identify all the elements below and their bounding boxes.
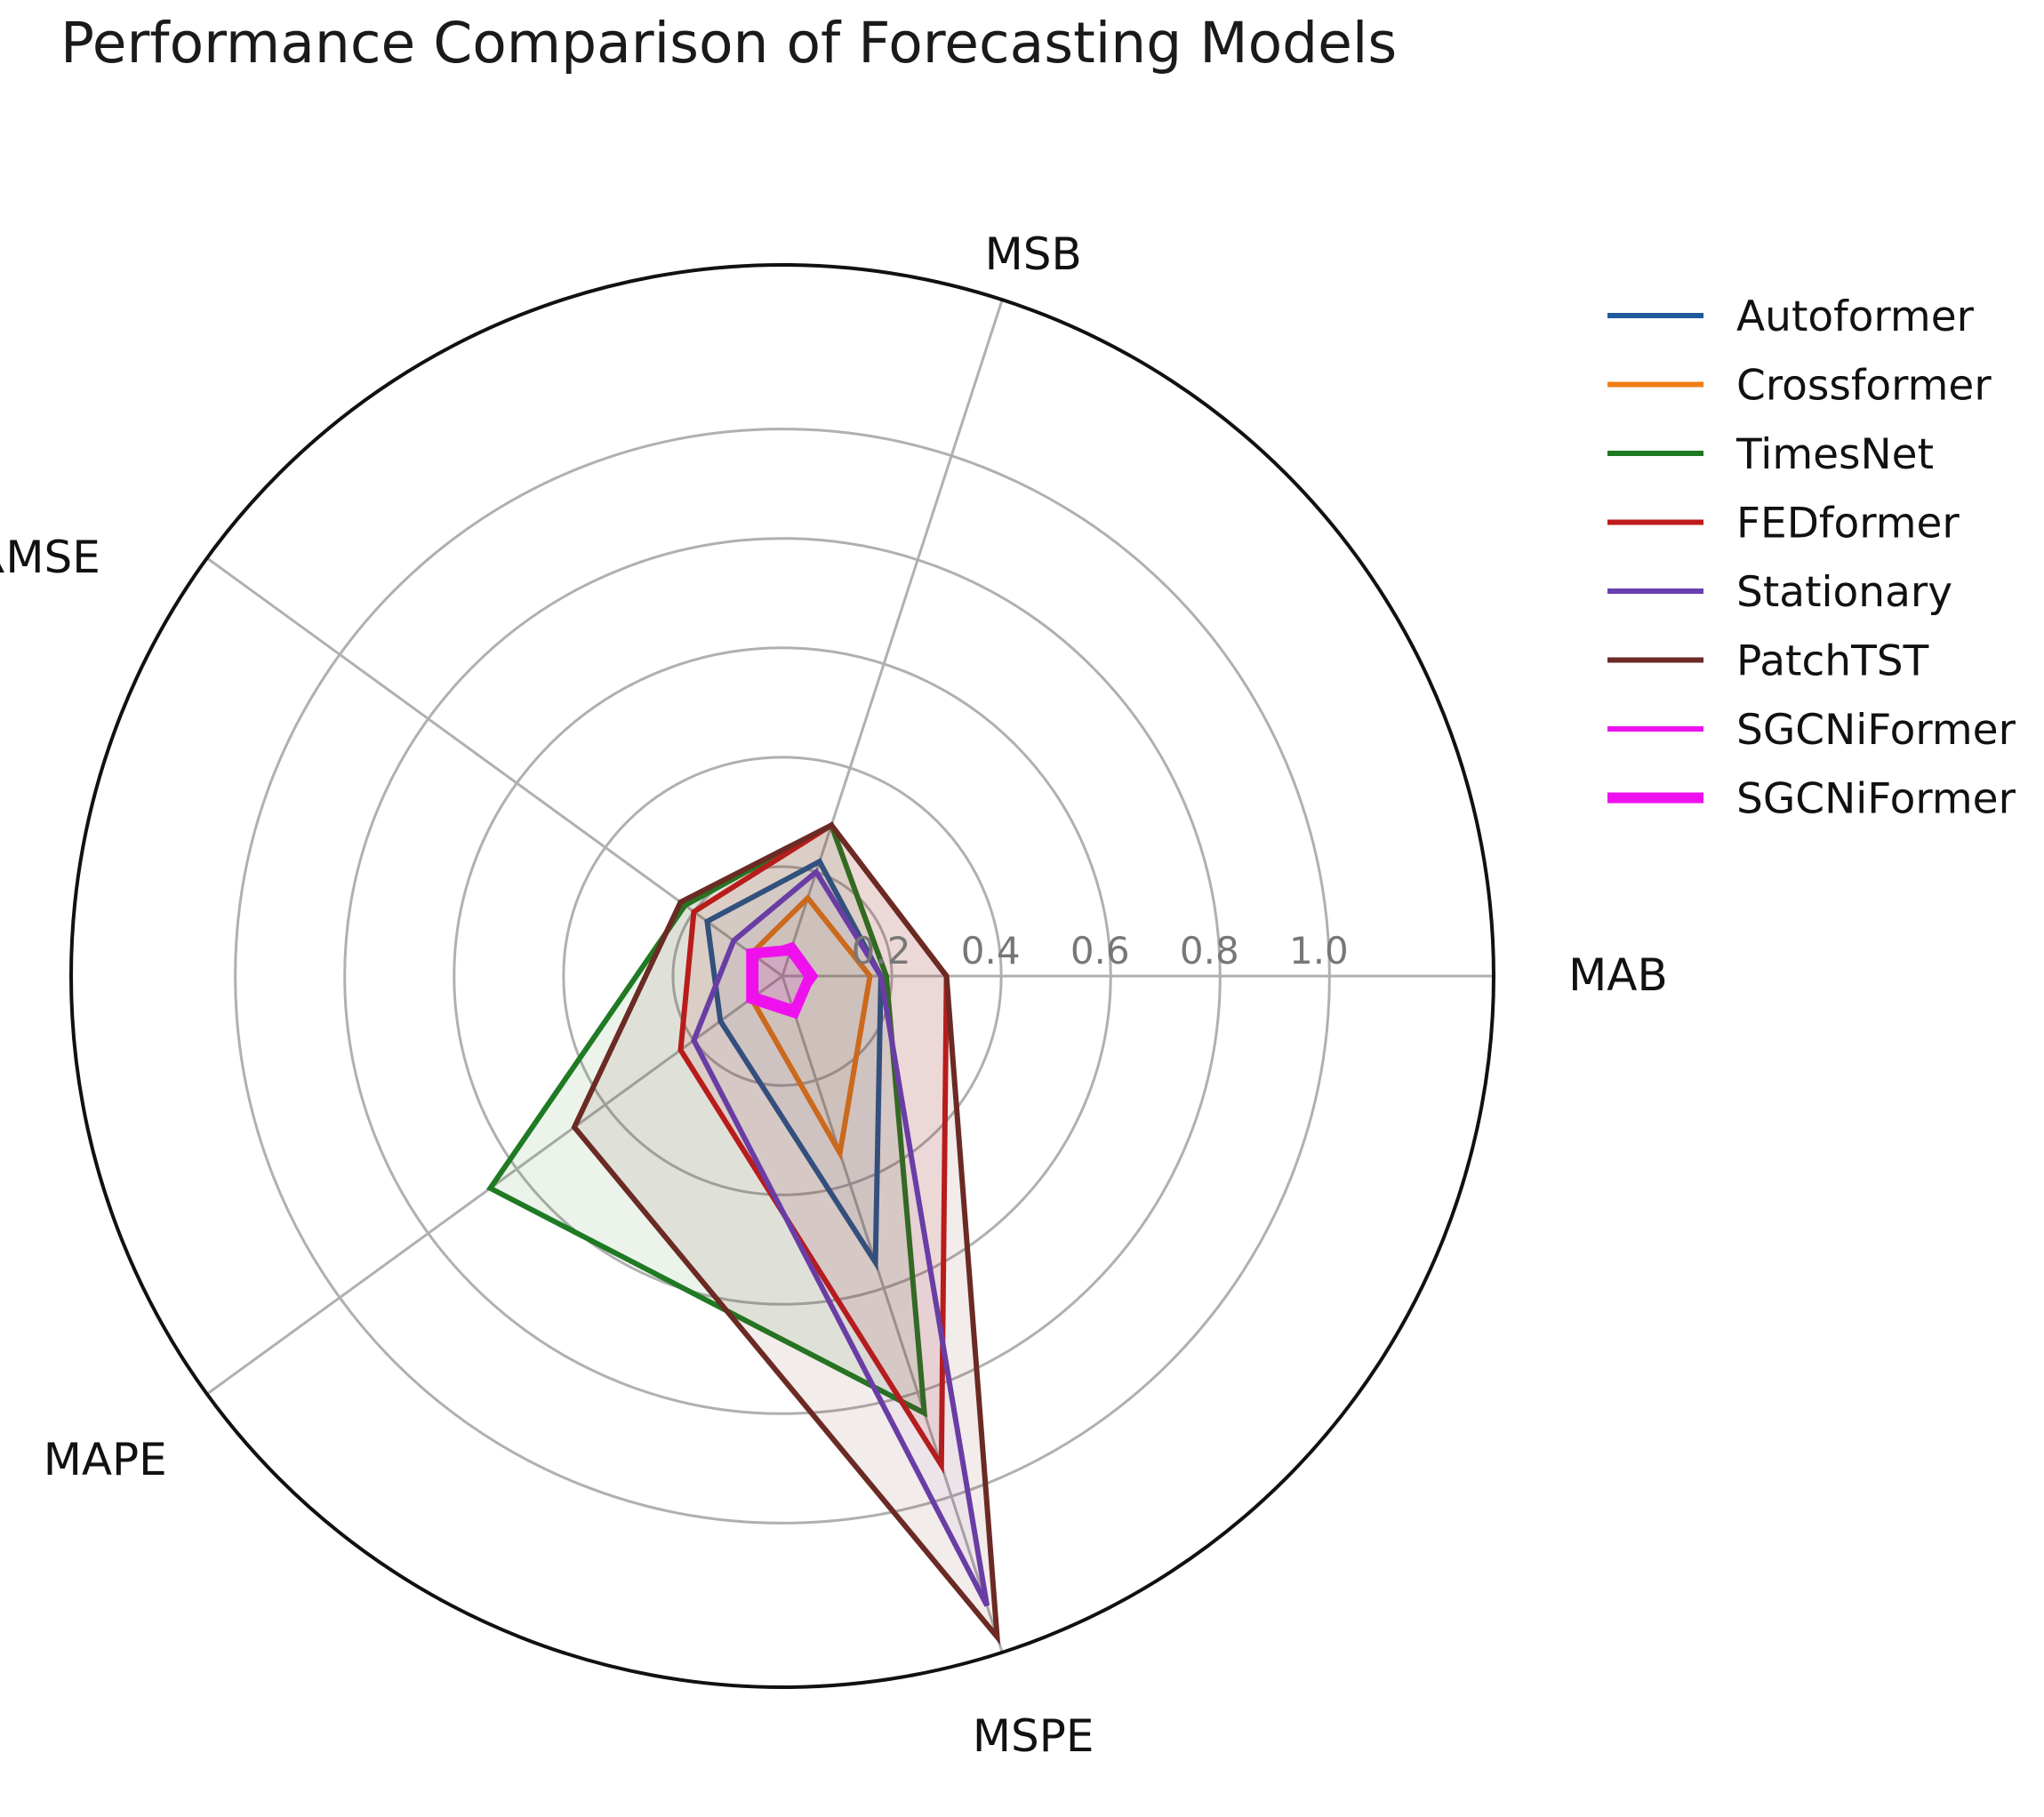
tick-label: 0.2 (852, 929, 911, 973)
legend-label: SGCNiFormer (1736, 706, 2016, 755)
tick-label: 0.4 (961, 929, 1021, 973)
spoke-mspe (781, 975, 1004, 1653)
legend-label: Crossformer (1736, 362, 1992, 411)
tick-label: 0.8 (1180, 929, 1239, 973)
legend-label: SGCNiFormer (1736, 775, 2016, 824)
axis-label-rmse: RMSE (0, 532, 100, 583)
series-stationary-5 (691, 868, 990, 1607)
legend: Autoformer Crossformer TimesNet FEDformer St… (1607, 292, 2016, 824)
legend-label: PatchTST (1736, 637, 1929, 686)
series-sgcniformer-8 (746, 944, 816, 1020)
axis-label-mape: MAPE (44, 1434, 167, 1485)
axis-label-msb: MSB (985, 228, 1082, 280)
legend-label: TimesNet (1735, 430, 1934, 479)
chart-title: Performance Comparison of Forecasting Mo… (60, 11, 1398, 76)
axis-label-mspe: MSPE (973, 1710, 1094, 1762)
outer-frame (69, 263, 1495, 1689)
tick-label: 0.6 (1070, 929, 1130, 973)
legend-label: FEDformer (1736, 500, 1960, 548)
legend-label: Autoformer (1736, 292, 1975, 341)
tick-label: 1.0 (1289, 929, 1349, 973)
axis-labels: MAB MSB RMSE MAPE MSPE (0, 228, 1668, 1762)
axis-label-mab: MAB (1568, 949, 1668, 1001)
radial-ticks: 0.2 0.4 0.6 0.8 1.0 (852, 929, 1349, 973)
radar-series (486, 820, 1001, 1645)
radar-grid (69, 263, 1495, 1689)
legend-label: Stationary (1736, 568, 1952, 617)
series-patchtst-6 (571, 821, 1001, 1645)
